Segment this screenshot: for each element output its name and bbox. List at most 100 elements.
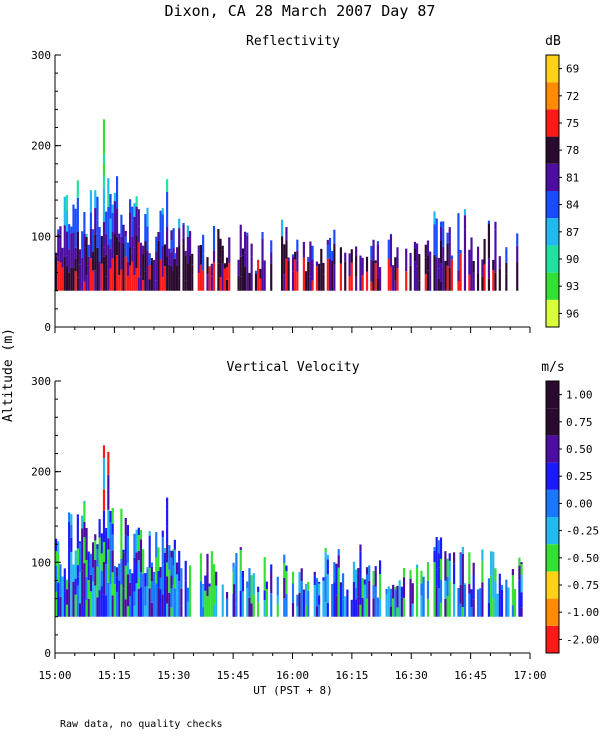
data-cell <box>246 232 249 236</box>
data-cell <box>309 266 312 277</box>
data-cell <box>276 576 279 596</box>
colorbar-frame <box>545 380 560 654</box>
data-cell <box>70 603 73 617</box>
data-cell <box>291 571 295 584</box>
data-cell <box>72 204 75 234</box>
data-cell <box>361 577 364 598</box>
data-cell <box>470 589 473 608</box>
data-cell <box>109 584 112 617</box>
data-cell <box>376 597 379 607</box>
data-cell <box>413 261 416 291</box>
data-cell <box>487 220 491 224</box>
data-cell <box>426 240 430 256</box>
data-cell <box>197 273 200 291</box>
data-cell <box>365 567 369 575</box>
data-cell <box>172 551 175 566</box>
data-cell <box>157 587 160 617</box>
data-cell <box>65 579 69 590</box>
data-cell <box>357 573 360 597</box>
data-cell <box>63 211 66 226</box>
data-cell <box>159 577 162 590</box>
data-cell <box>142 280 145 291</box>
data-cell <box>133 533 136 558</box>
data-cell <box>435 225 438 258</box>
data-cell <box>246 235 249 266</box>
data-cell <box>365 271 369 291</box>
data-cell <box>126 275 130 291</box>
data-cell <box>184 250 187 256</box>
data-cell <box>402 597 406 617</box>
data-cell <box>476 589 480 617</box>
data-cell <box>331 250 334 261</box>
data-cell <box>131 220 134 237</box>
data-cell <box>172 549 175 552</box>
data-cell <box>335 567 338 596</box>
data-cell <box>210 551 213 582</box>
data-cell <box>372 570 375 585</box>
data-cell <box>107 538 110 550</box>
data-cell <box>463 215 467 230</box>
data-cell <box>433 587 436 617</box>
data-cell <box>411 603 414 617</box>
data-cell <box>68 581 71 617</box>
data-cell <box>120 236 123 270</box>
x-tick-label: 16:30 <box>395 669 428 682</box>
data-cell <box>122 243 125 277</box>
data-cell <box>470 261 473 291</box>
data-cell <box>304 605 308 617</box>
data-cell <box>102 256 106 291</box>
data-cell <box>168 549 171 570</box>
data-cell <box>302 257 305 291</box>
data-cell <box>341 588 345 600</box>
data-cell <box>244 266 247 291</box>
data-cell <box>89 212 93 229</box>
data-cell <box>296 271 299 291</box>
data-cell <box>285 258 288 291</box>
data-cell <box>494 581 497 617</box>
data-cell <box>246 265 249 291</box>
data-cell <box>212 225 216 251</box>
data-cell <box>74 234 77 248</box>
data-cell <box>498 268 501 291</box>
data-cell <box>337 549 340 556</box>
data-cell <box>126 606 130 617</box>
data-cell <box>444 260 447 291</box>
data-cell <box>178 278 181 291</box>
data-cell <box>166 509 169 527</box>
data-cell <box>98 537 101 565</box>
data-cell <box>219 258 222 278</box>
data-cell <box>115 567 119 578</box>
data-cell <box>221 249 224 264</box>
data-cell <box>392 598 395 617</box>
data-cell <box>102 247 106 257</box>
data-cell <box>163 552 167 587</box>
data-cell <box>96 220 99 234</box>
data-cell <box>326 559 329 575</box>
data-cell <box>74 271 77 291</box>
data-cell <box>472 272 475 291</box>
data-cell <box>470 237 473 262</box>
data-cell <box>322 577 325 581</box>
colorbar-label: 96 <box>566 307 579 320</box>
data-cell <box>219 238 222 259</box>
data-cell <box>172 258 175 272</box>
data-cell <box>133 247 136 276</box>
data-cell <box>173 539 176 550</box>
data-cell <box>490 587 493 617</box>
data-cell <box>307 591 310 617</box>
data-cell <box>83 500 86 504</box>
colorbar-frame <box>545 54 560 328</box>
data-cell <box>496 593 499 617</box>
data-cell <box>191 253 194 265</box>
data-cell <box>212 250 216 263</box>
data-cell <box>70 563 73 587</box>
data-cell <box>352 561 356 582</box>
data-cell <box>359 551 362 578</box>
data-cell <box>126 536 130 563</box>
colorbar-swatch <box>546 218 559 246</box>
data-cell <box>170 588 173 608</box>
data-cell <box>426 580 430 599</box>
data-cell <box>78 264 82 291</box>
data-cell <box>498 581 501 617</box>
data-cell <box>146 250 149 278</box>
